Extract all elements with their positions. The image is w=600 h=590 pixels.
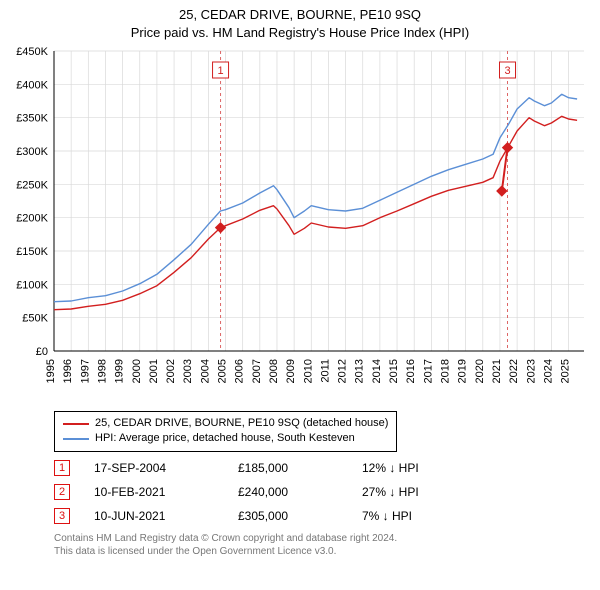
svg-text:3: 3 bbox=[504, 65, 510, 77]
svg-text:2016: 2016 bbox=[405, 359, 417, 383]
svg-text:2022: 2022 bbox=[508, 359, 520, 383]
svg-text:£450K: £450K bbox=[16, 46, 48, 58]
transaction-delta: 7% ↓ HPI bbox=[362, 509, 472, 523]
svg-text:2021: 2021 bbox=[491, 359, 503, 383]
transaction-date: 17-SEP-2004 bbox=[94, 461, 224, 475]
svg-text:2025: 2025 bbox=[560, 359, 572, 383]
footer: Contains HM Land Registry data © Crown c… bbox=[54, 532, 590, 558]
transaction-date: 10-JUN-2021 bbox=[94, 509, 224, 523]
svg-text:2013: 2013 bbox=[354, 359, 366, 383]
svg-text:£0: £0 bbox=[36, 346, 48, 358]
svg-text:2023: 2023 bbox=[525, 359, 537, 383]
svg-text:2000: 2000 bbox=[131, 359, 143, 383]
svg-text:2003: 2003 bbox=[182, 359, 194, 383]
legend-swatch bbox=[63, 438, 89, 440]
legend-item: 25, CEDAR DRIVE, BOURNE, PE10 9SQ (detac… bbox=[63, 416, 388, 431]
transactions-table: 1 17-SEP-2004 £185,000 12% ↓ HPI 2 10-FEB-202… bbox=[54, 460, 590, 524]
svg-text:2007: 2007 bbox=[251, 359, 263, 383]
svg-text:1: 1 bbox=[217, 65, 223, 77]
transaction-price: £240,000 bbox=[238, 485, 348, 499]
svg-text:2020: 2020 bbox=[474, 359, 486, 383]
svg-text:2017: 2017 bbox=[422, 359, 434, 383]
svg-text:£250K: £250K bbox=[16, 179, 48, 191]
transaction-marker: 2 bbox=[54, 484, 70, 500]
svg-text:£350K: £350K bbox=[16, 113, 48, 125]
transaction-price: £185,000 bbox=[238, 461, 348, 475]
svg-text:£200K: £200K bbox=[16, 213, 48, 225]
svg-text:2024: 2024 bbox=[542, 359, 554, 383]
transaction-marker: 1 bbox=[54, 460, 70, 476]
svg-text:£150K: £150K bbox=[16, 246, 48, 258]
transaction-marker: 3 bbox=[54, 508, 70, 524]
legend-label: HPI: Average price, detached house, Sout… bbox=[95, 431, 355, 446]
svg-text:1998: 1998 bbox=[96, 359, 108, 383]
legend: 25, CEDAR DRIVE, BOURNE, PE10 9SQ (detac… bbox=[54, 411, 397, 452]
transaction-row: 2 10-FEB-2021 £240,000 27% ↓ HPI bbox=[54, 484, 590, 500]
transaction-price: £305,000 bbox=[238, 509, 348, 523]
svg-text:1997: 1997 bbox=[79, 359, 91, 383]
legend-label: 25, CEDAR DRIVE, BOURNE, PE10 9SQ (detac… bbox=[95, 416, 388, 431]
legend-swatch bbox=[63, 423, 89, 425]
svg-text:2012: 2012 bbox=[337, 359, 349, 383]
transaction-row: 3 10-JUN-2021 £305,000 7% ↓ HPI bbox=[54, 508, 590, 524]
legend-item: HPI: Average price, detached house, Sout… bbox=[63, 431, 388, 446]
svg-text:1999: 1999 bbox=[114, 359, 126, 383]
svg-text:2015: 2015 bbox=[388, 359, 400, 383]
svg-text:2009: 2009 bbox=[285, 359, 297, 383]
svg-text:2002: 2002 bbox=[165, 359, 177, 383]
svg-text:£50K: £50K bbox=[22, 313, 48, 325]
svg-text:1995: 1995 bbox=[45, 359, 57, 383]
chart-svg: £0 £50K £100K £150K £200K £250K £300K £350K £400… bbox=[10, 45, 590, 405]
footer-line-1: Contains HM Land Registry data © Crown c… bbox=[54, 532, 590, 545]
chart-title: 25, CEDAR DRIVE, BOURNE, PE10 9SQ Price … bbox=[10, 6, 590, 41]
chart-plot: £0 £50K £100K £150K £200K £250K £300K £350K £400… bbox=[10, 45, 590, 405]
svg-text:1996: 1996 bbox=[62, 359, 74, 383]
transaction-row: 1 17-SEP-2004 £185,000 12% ↓ HPI bbox=[54, 460, 590, 476]
title-line-1: 25, CEDAR DRIVE, BOURNE, PE10 9SQ bbox=[10, 6, 590, 24]
chart-container: 25, CEDAR DRIVE, BOURNE, PE10 9SQ Price … bbox=[0, 0, 600, 590]
transaction-delta: 27% ↓ HPI bbox=[362, 485, 472, 499]
svg-text:2010: 2010 bbox=[302, 359, 314, 383]
svg-text:2008: 2008 bbox=[268, 359, 280, 383]
svg-text:2006: 2006 bbox=[234, 359, 246, 383]
svg-text:2014: 2014 bbox=[371, 359, 383, 383]
footer-line-2: This data is licensed under the Open Gov… bbox=[54, 545, 590, 558]
svg-text:£100K: £100K bbox=[16, 279, 48, 291]
svg-text:2019: 2019 bbox=[457, 359, 469, 383]
transaction-date: 10-FEB-2021 bbox=[94, 485, 224, 499]
svg-text:£300K: £300K bbox=[16, 146, 48, 158]
svg-text:2004: 2004 bbox=[199, 359, 211, 383]
svg-text:2001: 2001 bbox=[148, 359, 160, 383]
svg-text:2005: 2005 bbox=[217, 359, 229, 383]
title-line-2: Price paid vs. HM Land Registry's House … bbox=[10, 24, 590, 42]
transaction-delta: 12% ↓ HPI bbox=[362, 461, 472, 475]
svg-text:2018: 2018 bbox=[439, 359, 451, 383]
svg-text:2011: 2011 bbox=[319, 359, 331, 383]
svg-text:£400K: £400K bbox=[16, 79, 48, 91]
